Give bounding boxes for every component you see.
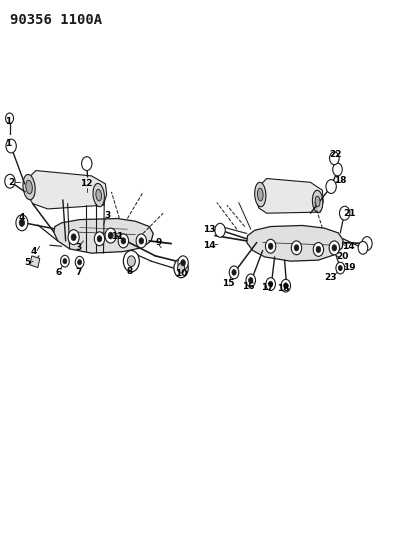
Text: 6: 6 <box>56 269 62 277</box>
Text: 9: 9 <box>155 238 162 247</box>
Circle shape <box>19 219 25 227</box>
Circle shape <box>178 263 185 273</box>
Circle shape <box>249 278 253 283</box>
Text: 21: 21 <box>343 209 355 217</box>
Circle shape <box>78 260 82 265</box>
Circle shape <box>94 232 105 246</box>
Text: 20: 20 <box>336 253 349 261</box>
Text: 7: 7 <box>76 269 82 277</box>
Polygon shape <box>247 225 343 261</box>
Circle shape <box>232 270 236 275</box>
Text: 5: 5 <box>24 259 30 267</box>
Circle shape <box>121 238 126 244</box>
Ellipse shape <box>93 183 104 207</box>
Polygon shape <box>257 179 323 213</box>
Text: 2: 2 <box>8 178 14 187</box>
Circle shape <box>105 228 116 243</box>
Circle shape <box>75 256 84 268</box>
Circle shape <box>118 234 129 248</box>
Circle shape <box>6 113 14 124</box>
Polygon shape <box>30 256 40 268</box>
Circle shape <box>139 238 144 244</box>
Text: 23: 23 <box>324 273 337 281</box>
Text: 90356 1100A: 90356 1100A <box>10 13 102 27</box>
Ellipse shape <box>255 182 266 207</box>
Circle shape <box>97 236 102 242</box>
Ellipse shape <box>96 189 101 201</box>
Circle shape <box>82 157 92 171</box>
Circle shape <box>136 234 146 248</box>
Circle shape <box>246 274 256 287</box>
Circle shape <box>5 174 15 188</box>
Text: 4: 4 <box>31 247 37 256</box>
Circle shape <box>215 223 225 237</box>
Text: 1: 1 <box>5 117 11 126</box>
Circle shape <box>16 215 28 231</box>
Circle shape <box>63 259 67 264</box>
Circle shape <box>269 281 273 287</box>
Circle shape <box>268 243 273 249</box>
Text: 3: 3 <box>75 244 81 252</box>
Circle shape <box>174 259 188 278</box>
Ellipse shape <box>26 180 32 194</box>
Circle shape <box>313 243 324 256</box>
Circle shape <box>362 237 372 251</box>
Text: 12: 12 <box>80 180 93 188</box>
Circle shape <box>339 206 350 220</box>
Ellipse shape <box>23 174 35 200</box>
Circle shape <box>229 266 239 279</box>
Text: 17: 17 <box>261 284 274 292</box>
Circle shape <box>60 255 69 267</box>
Ellipse shape <box>315 196 320 207</box>
Circle shape <box>332 245 337 251</box>
Text: 18: 18 <box>334 176 347 184</box>
Text: 16: 16 <box>242 282 255 291</box>
Text: 8: 8 <box>126 268 133 276</box>
Circle shape <box>71 234 76 240</box>
Ellipse shape <box>312 190 323 213</box>
Circle shape <box>266 278 275 290</box>
Circle shape <box>330 152 339 165</box>
Text: 1: 1 <box>5 140 11 148</box>
Circle shape <box>6 139 16 153</box>
Text: 18: 18 <box>277 285 290 293</box>
Ellipse shape <box>258 188 263 201</box>
Circle shape <box>68 230 79 245</box>
Circle shape <box>358 241 368 254</box>
Text: 13: 13 <box>203 225 215 233</box>
Text: 4: 4 <box>19 213 25 222</box>
Circle shape <box>284 283 288 288</box>
Text: 15: 15 <box>222 279 234 288</box>
Text: 22: 22 <box>329 150 342 159</box>
Circle shape <box>329 241 339 255</box>
Circle shape <box>316 246 321 253</box>
Circle shape <box>336 262 345 274</box>
Text: 3: 3 <box>104 212 111 220</box>
Circle shape <box>333 163 342 176</box>
Circle shape <box>127 256 135 266</box>
Circle shape <box>178 256 188 270</box>
Circle shape <box>294 245 299 251</box>
Circle shape <box>281 279 291 292</box>
Polygon shape <box>26 171 107 209</box>
Text: 14: 14 <box>342 243 355 251</box>
Circle shape <box>338 265 342 271</box>
Polygon shape <box>54 219 153 253</box>
Circle shape <box>123 251 139 272</box>
Circle shape <box>108 232 113 239</box>
Text: 19: 19 <box>343 263 355 272</box>
Circle shape <box>265 239 276 253</box>
Text: 14: 14 <box>203 241 215 249</box>
Circle shape <box>326 180 336 193</box>
Circle shape <box>181 260 185 266</box>
Circle shape <box>291 241 302 255</box>
Text: 10: 10 <box>175 269 187 278</box>
Text: 11: 11 <box>111 232 124 240</box>
